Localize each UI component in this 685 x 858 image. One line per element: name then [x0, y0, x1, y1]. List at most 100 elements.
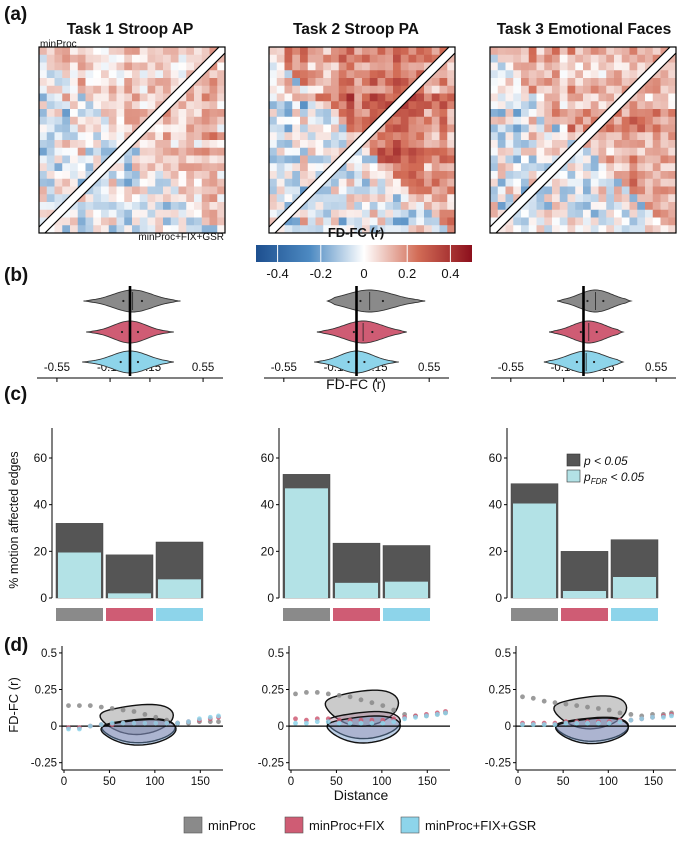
matrix-cell: [323, 194, 332, 203]
matrix-cell: [54, 147, 63, 156]
matrix-cell: [194, 54, 203, 63]
matrix-cell: [331, 140, 340, 149]
matrix-cell: [46, 101, 55, 110]
matrix-cell: [292, 78, 301, 87]
matrix-cell: [660, 217, 669, 226]
matrix-cell: [307, 101, 316, 110]
matrix-cell: [629, 54, 638, 63]
matrix-cell: [439, 78, 448, 87]
matrix-cell: [552, 186, 561, 195]
matrix-cell: [39, 78, 48, 87]
matrix-cell: [416, 93, 425, 102]
matrix-cell: [637, 85, 646, 94]
matrix-cell: [614, 62, 623, 71]
matrix-cell: [598, 217, 607, 226]
scatter-x-tick-label: 150: [418, 776, 437, 788]
scatter-point: [552, 700, 558, 706]
matrix-cell: [528, 47, 537, 56]
matrix-cell: [132, 93, 141, 102]
matrix-cell: [77, 209, 86, 218]
matrix-cell: [431, 109, 440, 118]
matrix-diagonal-line: [38, 46, 220, 228]
matrix-cell: [614, 93, 623, 102]
matrix-cell: [194, 147, 203, 156]
matrix-cell: [362, 194, 371, 203]
matrix-cell: [447, 62, 456, 71]
matrix-cell: [400, 209, 409, 218]
matrix-cell: [652, 132, 661, 141]
matrix-cell: [269, 101, 278, 110]
matrix-cell: [201, 78, 210, 87]
matrix-cell: [101, 132, 110, 141]
matrix-cell: [447, 171, 456, 180]
matrix-cell: [637, 147, 646, 156]
matrix-cell: [505, 202, 514, 211]
matrix-cell: [217, 93, 226, 102]
scatter-y-tick-label: 0: [505, 721, 511, 733]
matrix-cell: [186, 116, 195, 125]
matrix-cell: [583, 93, 592, 102]
matrix-cell: [377, 85, 386, 94]
matrix-cell: [447, 202, 456, 211]
matrix-cell: [598, 140, 607, 149]
matrix-cell: [447, 186, 456, 195]
matrix-cell: [606, 217, 615, 226]
matrix-diagonal-gap: [269, 47, 455, 233]
violin-axis-label: FD-FC (r): [326, 376, 386, 392]
matrix-cell: [369, 147, 378, 156]
matrix-cell: [323, 47, 332, 56]
violin-quartile: [363, 360, 366, 364]
matrix-cell: [536, 163, 545, 172]
matrix-cell: [155, 85, 164, 94]
matrix-cell: [155, 194, 164, 203]
matrix-cell: [606, 132, 615, 141]
matrix-cell: [338, 109, 347, 118]
matrix-cell: [139, 225, 148, 234]
matrix-cell: [377, 132, 386, 141]
matrix-cell: [575, 155, 584, 164]
matrix-cell: [416, 70, 425, 79]
matrix-cell: [528, 109, 537, 118]
matrix-cell: [276, 163, 285, 172]
matrix-cell: [307, 62, 316, 71]
matrix-cell: [315, 147, 324, 156]
matrix-cell: [497, 70, 506, 79]
matrix-diagonal-line: [495, 52, 677, 234]
colorbar-ticks: -0.4 -0.2 0 0.2 0.4: [266, 245, 459, 281]
matrix-cell: [132, 124, 141, 133]
matrix-cell: [354, 62, 363, 71]
matrix-cell: [575, 202, 584, 211]
matrix-cell: [637, 54, 646, 63]
matrix-cell: [583, 209, 592, 218]
matrix-cell: [369, 163, 378, 172]
matrix-cell: [178, 163, 187, 172]
matrix-cell: [621, 140, 630, 149]
matrix-cell: [300, 140, 309, 149]
matrix-diagonal-line: [489, 46, 671, 228]
matrix-cell: [431, 209, 440, 218]
matrix-cell: [323, 78, 332, 87]
violin-panels: -0.55-0.150.150.55-0.55-0.150.150.55-0.5…: [37, 286, 676, 382]
matrix-cell: [544, 155, 553, 164]
matrix-cell: [284, 163, 293, 172]
matrix-cell: [645, 132, 654, 141]
matrix-cell: [575, 132, 584, 141]
matrix-cell: [124, 209, 133, 218]
matrix-cell: [139, 116, 148, 125]
matrix-cell: [93, 202, 102, 211]
matrix-cell: [505, 147, 514, 156]
matrix-cell: [424, 178, 433, 187]
matrix-cell: [598, 62, 607, 71]
matrix-cell: [668, 217, 677, 226]
matrix-cell: [116, 202, 125, 211]
matrix-cell: [408, 47, 417, 56]
matrix-cell: [362, 209, 371, 218]
matrix-cell: [338, 93, 347, 102]
matrix-cell: [186, 171, 195, 180]
matrix-cell: [575, 101, 584, 110]
matrix-cell: [668, 93, 677, 102]
matrix-cell: [194, 186, 203, 195]
matrix-cell: [431, 140, 440, 149]
matrix-cell: [490, 47, 499, 56]
scatter-y-tick-label: 0.25: [489, 685, 511, 697]
